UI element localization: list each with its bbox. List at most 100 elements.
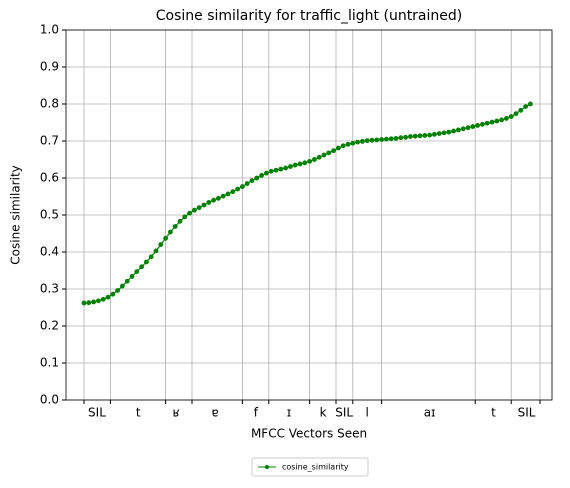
data-point	[144, 259, 149, 265]
y-tick-label: 0.0	[40, 393, 59, 407]
data-point	[91, 299, 96, 305]
data-point	[432, 131, 437, 137]
x-tick-label: ɐ	[211, 406, 218, 420]
data-point	[225, 191, 231, 197]
data-point	[326, 150, 332, 156]
data-point	[278, 166, 284, 172]
x-tick-label: f	[254, 406, 259, 420]
data-point	[321, 152, 327, 158]
x-tick-label: SIL	[335, 406, 353, 420]
data-point	[393, 136, 399, 141]
data-point	[302, 160, 308, 166]
y-tick-label: 0.6	[40, 171, 59, 185]
data-point	[148, 254, 154, 260]
data-point	[201, 202, 207, 208]
y-tick-label: 0.3	[40, 282, 59, 296]
data-point	[292, 162, 298, 168]
data-point	[408, 134, 413, 139]
data-point	[187, 210, 193, 216]
data-point	[153, 248, 159, 254]
data-point	[528, 101, 533, 107]
data-point	[297, 161, 303, 167]
data-point	[345, 141, 351, 147]
data-point	[230, 189, 236, 195]
x-tick-label: aɪ	[424, 406, 436, 420]
data-point	[460, 126, 466, 132]
data-point	[283, 165, 288, 171]
data-point	[168, 229, 173, 235]
data-point	[235, 186, 241, 192]
data-point	[494, 118, 500, 124]
data-point	[475, 123, 480, 128]
data-point	[129, 274, 135, 279]
data-point	[513, 111, 519, 117]
data-point	[451, 128, 456, 134]
data-point	[508, 114, 514, 119]
data-point	[105, 294, 111, 300]
x-tick-label: ɪ	[287, 406, 291, 420]
data-point	[100, 296, 106, 302]
y-tick-label: 0.8	[40, 97, 59, 111]
data-point	[369, 137, 375, 143]
data-point	[120, 283, 125, 289]
data-point	[480, 121, 485, 127]
data-point	[422, 133, 428, 138]
data-point	[441, 130, 447, 136]
data-point	[355, 139, 360, 145]
data-point	[518, 107, 524, 113]
data-point	[331, 148, 336, 154]
y-tick-label: 0.5	[40, 208, 59, 222]
data-point	[259, 173, 264, 178]
x-tick-label: t	[491, 406, 496, 420]
y-tick-label: 0.9	[40, 60, 59, 74]
legend: cosine_similarity	[251, 457, 369, 477]
data-point	[206, 200, 212, 205]
data-point	[446, 129, 452, 135]
data-point	[196, 205, 202, 211]
data-point	[273, 167, 279, 173]
data-point	[307, 158, 312, 164]
x-tick-label: SIL	[88, 406, 106, 420]
data-point	[403, 134, 408, 140]
data-point	[388, 136, 394, 142]
data-point	[523, 104, 528, 109]
chart-title: Cosine similarity for traffic_light (unt…	[156, 8, 463, 24]
data-point	[427, 132, 432, 138]
data-point	[288, 164, 293, 169]
data-point	[244, 181, 250, 186]
data-point	[254, 175, 260, 181]
data-point	[211, 197, 217, 203]
data-point	[158, 242, 164, 248]
data-point	[163, 235, 169, 241]
x-tick-label: t	[136, 406, 141, 420]
data-point	[81, 300, 87, 306]
data-point	[182, 214, 188, 220]
data-point	[134, 269, 140, 275]
data-point	[504, 116, 509, 121]
legend-label: cosine_similarity	[282, 463, 349, 472]
data-point	[192, 207, 197, 213]
data-point	[336, 145, 341, 151]
x-tick-label: ʁ	[173, 406, 180, 420]
data-point	[240, 184, 245, 189]
data-point	[374, 137, 380, 143]
data-point	[172, 224, 178, 229]
x-tick-label: k	[320, 406, 327, 420]
data-point	[417, 133, 423, 139]
data-point	[470, 124, 476, 129]
legend-box	[251, 457, 369, 477]
data-point	[350, 140, 356, 146]
x-tick-label: l	[366, 406, 369, 420]
x-tick-label: SIL	[518, 406, 536, 420]
legend-marker	[265, 465, 269, 469]
data-point	[456, 127, 461, 133]
data-point	[220, 193, 226, 199]
x-axis-label: MFCC Vectors Seen	[251, 427, 367, 441]
data-point	[436, 131, 442, 137]
data-point	[110, 291, 116, 297]
y-tick-label: 0.4	[40, 245, 59, 259]
data-point	[465, 125, 471, 131]
data-point	[412, 133, 418, 139]
data-point	[115, 288, 120, 293]
